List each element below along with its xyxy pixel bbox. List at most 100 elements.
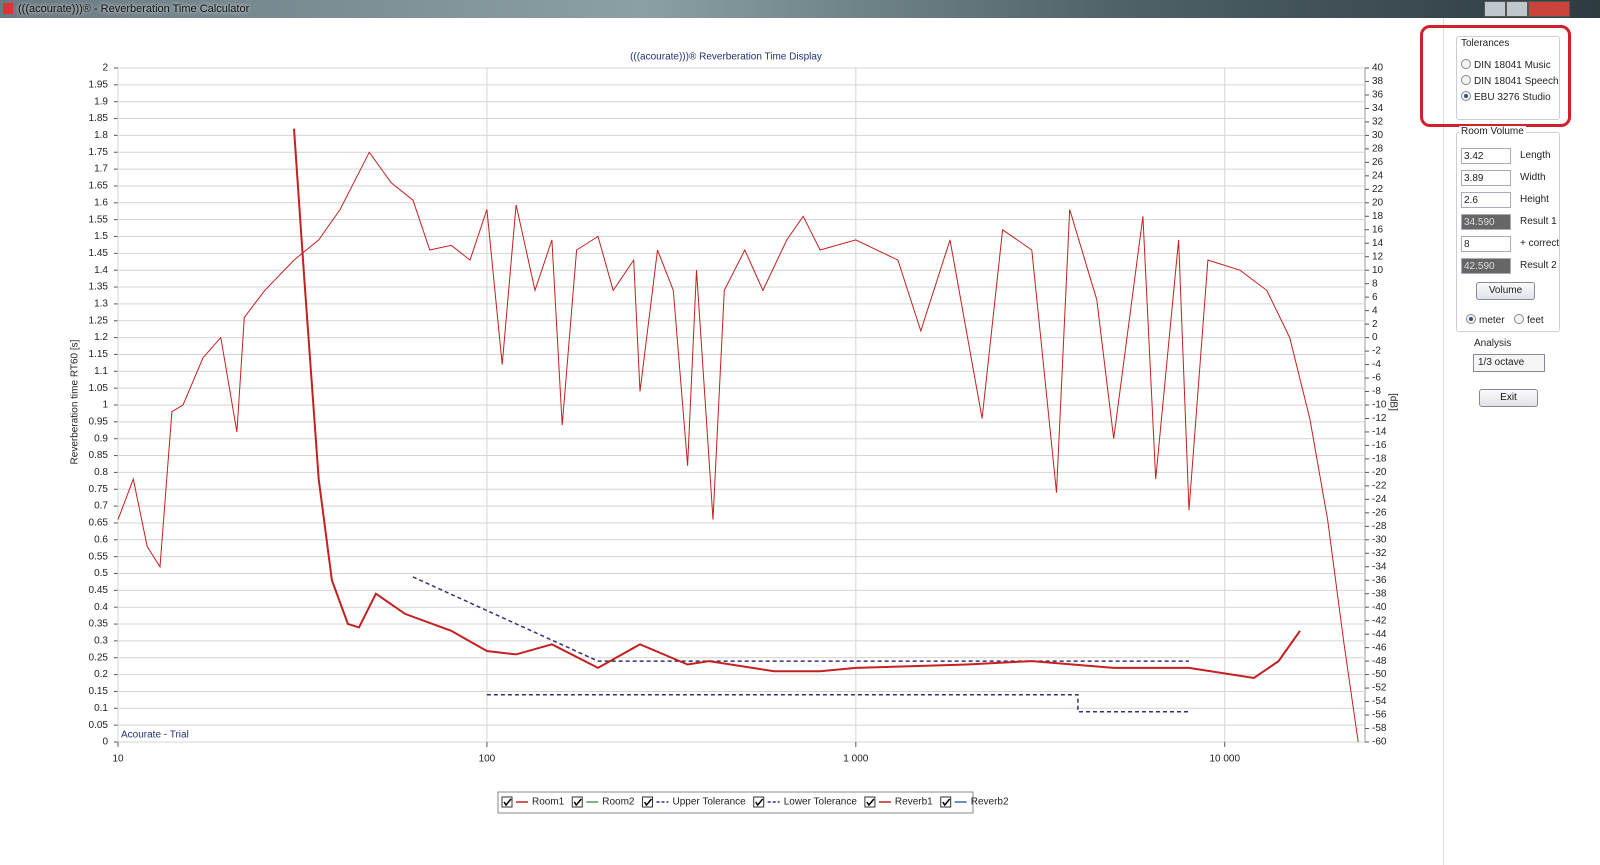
y-tick-label: 0.15: [89, 686, 109, 697]
y2-tick-label: -32: [1372, 548, 1387, 559]
y-tick-label: 1.8: [94, 130, 108, 141]
app-icon: [3, 3, 13, 14]
y2-tick-label: -12: [1372, 413, 1387, 424]
y2-tick-label: -38: [1372, 588, 1387, 599]
legend-checkbox[interactable]: [642, 796, 653, 808]
y-tick-label: 0.25: [89, 652, 109, 663]
field-label: Width: [1520, 172, 1546, 183]
y-tick-label: 1.25: [89, 315, 109, 326]
legend-checkbox[interactable]: [940, 796, 952, 808]
y2-tick-label: -16: [1372, 440, 1387, 451]
y2-tick-label: -42: [1372, 615, 1387, 626]
tolerance-option[interactable]: DIN 18041 Music: [1461, 59, 1551, 71]
y2-tick-label: -30: [1372, 534, 1387, 545]
y2-tick-label: 26: [1372, 157, 1384, 168]
y2-axis-label: [dB]: [1387, 393, 1398, 411]
y2-tick-label: -56: [1372, 710, 1387, 721]
legend-label: Reverb2: [971, 797, 1009, 808]
y2-tick-label: -34: [1372, 561, 1387, 572]
legend-check: [643, 798, 653, 807]
text-field[interactable]: 3.89: [1461, 170, 1511, 186]
chart: (((acourate)))® Reverberation Time Displ…: [70, 52, 1398, 814]
legend-checkbox[interactable]: [864, 796, 876, 808]
y2-tick-label: -54: [1372, 696, 1387, 707]
radio-dot[interactable]: [1514, 314, 1524, 324]
y2-tick-label: 36: [1372, 90, 1384, 101]
tolerance-option[interactable]: EBU 3276 Studio: [1461, 91, 1551, 103]
y2-tick-label: -58: [1372, 723, 1387, 734]
y-tick-label: 0.35: [89, 619, 109, 630]
legend-checkbox[interactable]: [501, 796, 513, 808]
y2-tick-label: -2: [1372, 346, 1381, 357]
y-tick-label: 0.5: [94, 568, 108, 579]
legend-check: [503, 798, 512, 807]
y-tick-label: 1.6: [94, 197, 108, 208]
legend-check: [866, 798, 875, 807]
legend-checkbox[interactable]: [753, 796, 765, 808]
y2-tick-label: -14: [1372, 427, 1387, 438]
y2-tick-label: 10: [1372, 265, 1384, 276]
analysis-dropdown[interactable]: 1/3 octave: [1473, 354, 1545, 372]
exit-button[interactable]: Exit: [1479, 389, 1538, 407]
y-tick-label: 0.65: [89, 518, 109, 529]
field-label: Length: [1520, 150, 1551, 161]
y2-tick-label: -44: [1372, 629, 1387, 640]
unit-option[interactable]: meter: [1466, 314, 1505, 326]
text-field[interactable]: 2.6: [1461, 192, 1511, 208]
y2-tick-label: -6: [1372, 373, 1381, 384]
y2-tick-label: -46: [1372, 642, 1387, 653]
minimize-button[interactable]: [1484, 1, 1506, 17]
y-tick-label: 1: [102, 400, 108, 411]
legend-label: Reverb1: [895, 797, 933, 808]
maximize-button[interactable]: [1506, 1, 1528, 17]
y2-tick-label: 4: [1372, 305, 1378, 316]
y2-tick-label: 30: [1372, 130, 1384, 141]
side-panel: Tolerances DIN 18041 Music DIN 18041 Speec…: [1420, 18, 1600, 865]
y-tick-label: 1.75: [89, 147, 109, 158]
y-tick-label: 1.15: [89, 349, 109, 360]
y2-tick-label: 6: [1372, 292, 1378, 303]
group-title: Room Volume: [1459, 126, 1526, 137]
series-line: [293, 128, 1301, 680]
legend-box: [497, 791, 974, 814]
field-label: Height: [1520, 194, 1549, 205]
radio-label: EBU 3276 Studio: [1474, 92, 1551, 103]
series-line: [486, 694, 1189, 713]
radio-dot[interactable]: [1461, 59, 1471, 69]
y-tick-label: 1.45: [89, 248, 109, 259]
legend-label: Room1: [532, 797, 565, 808]
y-tick-label: 2: [102, 63, 108, 74]
radio-label: feet: [1527, 315, 1544, 326]
radio-dot[interactable]: [1461, 75, 1471, 85]
text-field[interactable]: 8: [1461, 236, 1511, 252]
radio-label: DIN 18041 Music: [1474, 60, 1551, 71]
series-line: [412, 576, 1189, 662]
y2-tick-label: 12: [1372, 251, 1384, 262]
close-button[interactable]: [1528, 1, 1570, 17]
text-field[interactable]: 3.42: [1461, 148, 1511, 164]
x-tick-label: 10: [112, 754, 124, 765]
y2-tick-label: 16: [1372, 224, 1384, 235]
y2-tick-label: -8: [1372, 386, 1381, 397]
y2-tick-label: 14: [1372, 238, 1384, 249]
y2-tick-label: 32: [1372, 117, 1384, 128]
y2-tick-label: 38: [1372, 76, 1384, 87]
radio-dot[interactable]: [1461, 91, 1471, 101]
volume-button[interactable]: Volume: [1476, 282, 1535, 300]
y2-tick-label: -18: [1372, 454, 1387, 465]
radio-dot[interactable]: [1466, 314, 1476, 324]
y2-tick-label: -4: [1372, 359, 1381, 370]
text-field: 42.590: [1461, 258, 1511, 274]
legend-checkbox[interactable]: [571, 796, 583, 808]
unit-option[interactable]: feet: [1514, 314, 1544, 326]
y-tick-label: 1.35: [89, 282, 109, 293]
legend-label: Room2: [602, 797, 635, 808]
analysis-title: Analysis: [1472, 338, 1514, 349]
x-tick-label: 1 000: [843, 754, 868, 765]
y-tick-label: 0.6: [94, 534, 108, 545]
tolerance-option[interactable]: DIN 18041 Speech: [1461, 75, 1559, 87]
tolerances-group: [1456, 36, 1560, 120]
y-tick-label: 1.3: [94, 299, 108, 310]
y-tick-label: 0.3: [94, 636, 108, 647]
y-tick-label: 1.65: [89, 181, 109, 192]
